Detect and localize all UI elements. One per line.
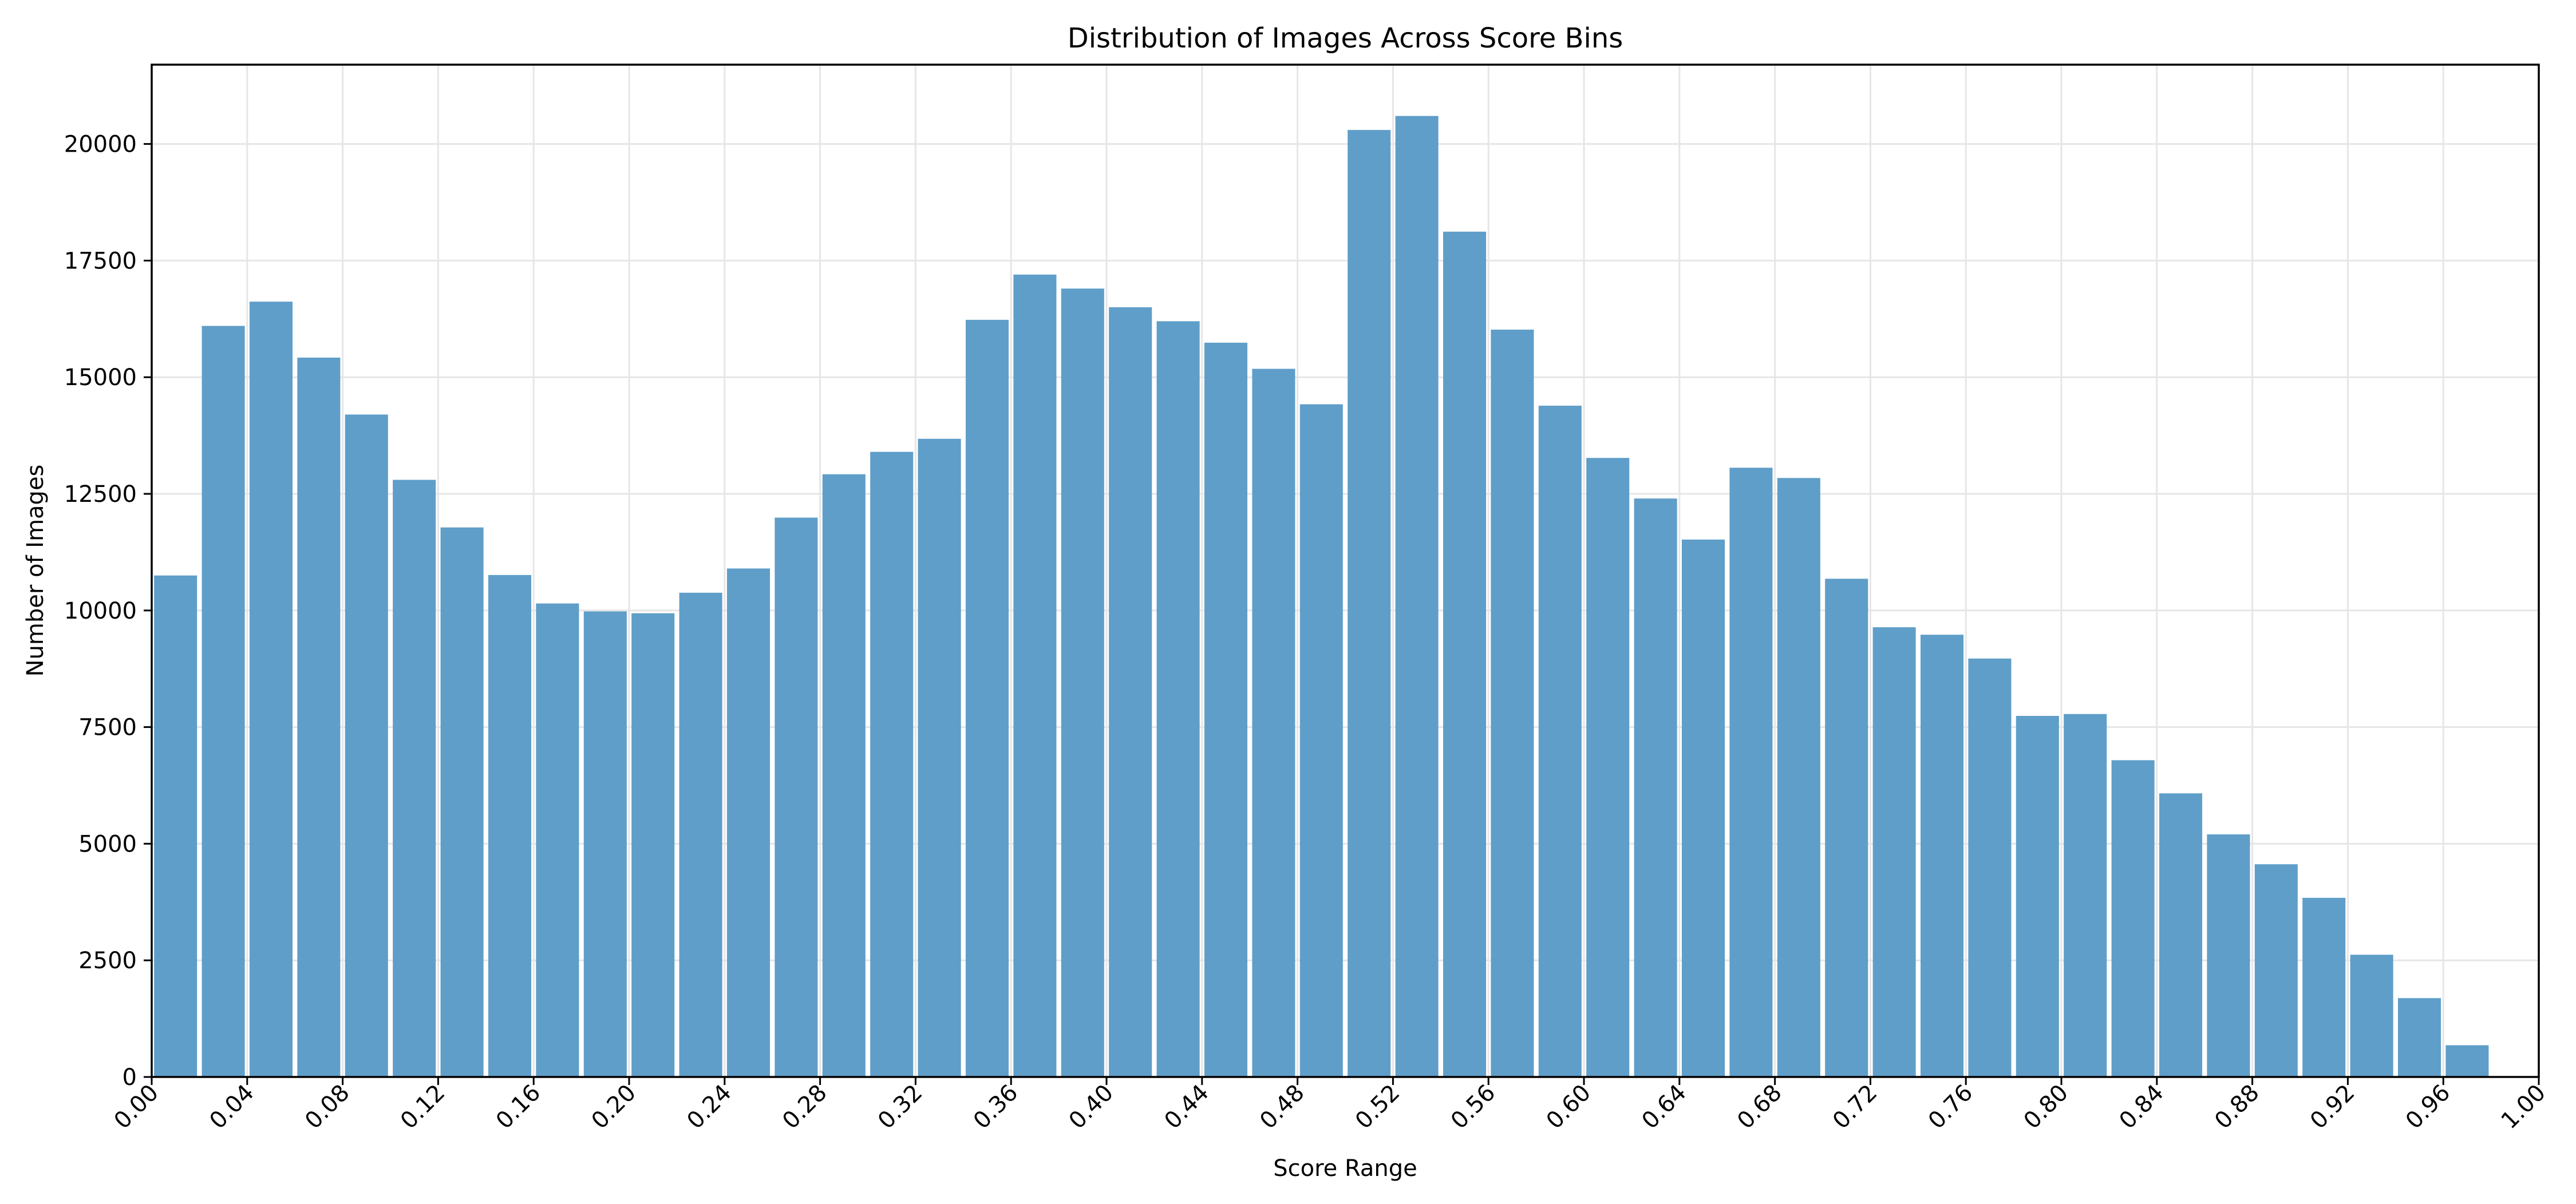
bar-38 (1968, 658, 2012, 1077)
bar-23 (1252, 369, 1295, 1077)
bar-17 (965, 319, 1009, 1078)
bar-33 (1729, 468, 1773, 1077)
bar-19 (1061, 288, 1104, 1077)
bar-41 (2111, 760, 2155, 1077)
y-tick-label: 2500 (78, 948, 137, 974)
x-axis-label: Score Range (1273, 1155, 1417, 1182)
bar-6 (440, 527, 484, 1077)
bar-34 (1777, 478, 1820, 1077)
bar-44 (2254, 864, 2298, 1077)
bar-46 (2350, 955, 2393, 1077)
bar-13 (775, 517, 818, 1077)
bar-37 (1920, 635, 1964, 1077)
bar-27 (1443, 231, 1487, 1078)
bar-21 (1156, 321, 1200, 1077)
bar-29 (1538, 405, 1582, 1078)
bar-28 (1491, 330, 1534, 1077)
bar-0 (154, 575, 197, 1077)
bar-12 (726, 568, 771, 1077)
bar-45 (2302, 897, 2346, 1077)
bar-47 (2397, 998, 2441, 1077)
bar-42 (2159, 793, 2203, 1077)
bar-30 (1586, 458, 1630, 1077)
bar-35 (1825, 579, 1868, 1077)
y-tick-label: 17500 (64, 248, 137, 274)
y-tick-label: 15000 (64, 365, 137, 391)
y-tick-label: 5000 (78, 831, 137, 857)
y-tick-label: 7500 (78, 715, 137, 741)
y-tick-label: 12500 (64, 481, 137, 508)
chart-title: Distribution of Images Across Score Bins (1068, 22, 1623, 54)
y-tick-label: 20000 (64, 132, 137, 158)
bar-26 (1395, 116, 1439, 1077)
bar-36 (1872, 627, 1916, 1077)
bar-3 (297, 357, 341, 1078)
bar-40 (2064, 714, 2107, 1077)
bar-20 (1109, 307, 1152, 1078)
bar-31 (1634, 498, 1677, 1077)
bar-10 (631, 613, 675, 1077)
bar-43 (2207, 834, 2250, 1077)
bar-15 (870, 451, 914, 1077)
y-tick-label: 0 (123, 1064, 137, 1091)
bar-9 (583, 611, 627, 1077)
bar-39 (2016, 716, 2059, 1077)
bar-8 (536, 603, 579, 1077)
bar-2 (249, 302, 293, 1077)
bar-7 (488, 575, 532, 1077)
y-axis-label: Number of Images (22, 465, 49, 677)
bar-1 (202, 326, 245, 1077)
bar-22 (1204, 342, 1248, 1077)
bar-4 (345, 414, 388, 1078)
y-tick-label: 10000 (64, 598, 137, 624)
bar-18 (1013, 274, 1057, 1078)
bar-11 (679, 592, 722, 1077)
bar-48 (2445, 1045, 2489, 1077)
bar-32 (1681, 539, 1725, 1077)
bar-25 (1348, 130, 1391, 1077)
bars (154, 116, 2489, 1078)
bar-24 (1299, 404, 1343, 1077)
bar-5 (393, 480, 436, 1077)
axes (144, 64, 2540, 1085)
bar-16 (918, 438, 961, 1077)
bar-14 (822, 474, 866, 1077)
plot-frame (151, 64, 2540, 1078)
